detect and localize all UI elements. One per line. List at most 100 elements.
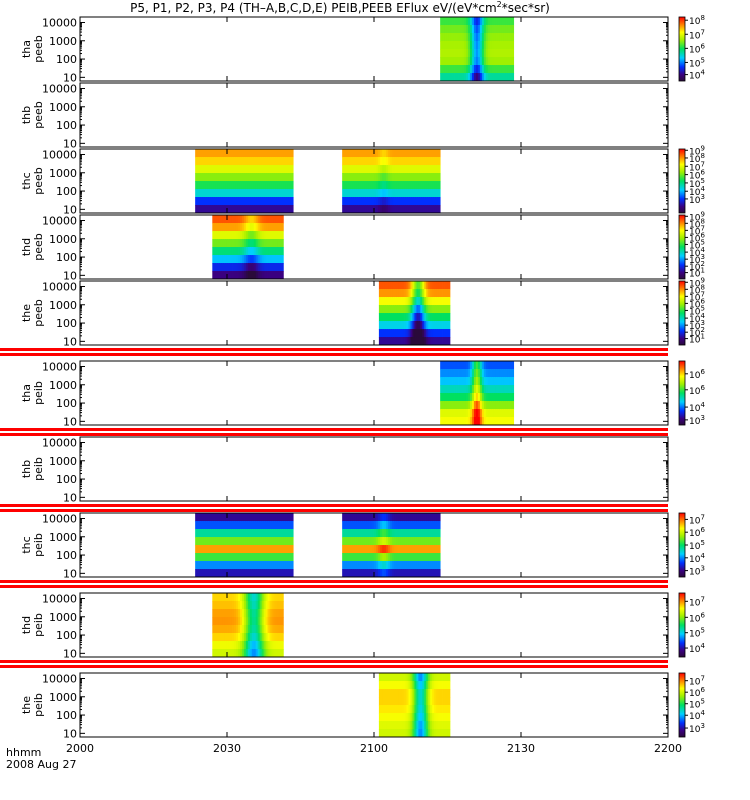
- heatmap-cell: [430, 553, 433, 562]
- heatmap-cell: [426, 337, 429, 346]
- heatmap-cell: [214, 649, 217, 658]
- heatmap-cell: [213, 149, 216, 158]
- heatmap-cell: [232, 271, 235, 280]
- heatmap-cell: [255, 231, 259, 240]
- heatmap-cell: [434, 681, 437, 690]
- heatmap-cell: [386, 553, 389, 562]
- heatmap-cell: [410, 149, 413, 158]
- heatmap-cell: [275, 521, 278, 530]
- separator-bar: [0, 428, 668, 431]
- heatmap-cell: [412, 305, 415, 314]
- heatmap-cell: [430, 561, 433, 570]
- heatmap-cell: [444, 385, 447, 394]
- colorbar-exponent: 3: [700, 722, 704, 730]
- heatmap-cell: [432, 337, 435, 346]
- heatmap-cell: [243, 173, 246, 182]
- heatmap-cell: [245, 165, 248, 174]
- heatmap-cell: [378, 713, 382, 722]
- heatmap-cell: [400, 513, 403, 522]
- heatmap-cell: [348, 165, 351, 174]
- heatmap-cell: [232, 601, 235, 610]
- heatmap-cell: [501, 401, 505, 410]
- heatmap-cell: [291, 521, 294, 530]
- heatmap-cell: [388, 289, 392, 298]
- heatmap-cell: [372, 561, 375, 570]
- heatmap-cell: [226, 641, 229, 650]
- heatmap-cell: [372, 149, 375, 158]
- heatmap-cell: [398, 305, 402, 314]
- heatmap-cell: [217, 197, 220, 206]
- colorbar-scale: [678, 592, 686, 658]
- heatmap-cell: [362, 553, 365, 562]
- heatmap-cell: [255, 157, 258, 166]
- heatmap-cell: [456, 361, 459, 370]
- y-label-quantity: peib: [32, 457, 45, 481]
- heatmap-cell: [495, 25, 499, 34]
- colorbar-base: 10: [689, 417, 701, 427]
- heatmap-cell: [207, 181, 210, 190]
- heatmap-cell: [430, 545, 433, 554]
- heatmap-cell: [374, 157, 377, 166]
- heatmap-cell: [247, 173, 250, 182]
- heatmap-cell: [245, 255, 249, 264]
- heatmap-cell: [380, 337, 384, 346]
- heatmap-cell: [249, 247, 253, 256]
- heatmap-cell: [418, 705, 421, 714]
- heatmap-cell: [265, 617, 268, 626]
- colorbar-base: 10: [689, 678, 701, 688]
- heatmap-cell: [450, 361, 453, 370]
- heatmap-cell: [201, 561, 204, 570]
- heatmap-cell: [212, 239, 215, 248]
- colorbar-base: 10: [689, 155, 701, 165]
- heatmap-cell: [277, 553, 280, 562]
- heatmap-cell: [394, 521, 397, 530]
- heatmap-cell: [438, 545, 441, 554]
- heatmap-cell: [269, 263, 272, 272]
- heatmap-cell: [348, 149, 351, 158]
- heatmap-cell: [436, 721, 439, 730]
- heatmap-cell: [217, 529, 220, 538]
- heatmap-cell: [418, 165, 421, 174]
- heatmap-cell: [218, 625, 221, 634]
- heatmap-cell: [424, 329, 427, 338]
- heatmap-cell: [418, 197, 421, 206]
- heatmap-cell: [491, 401, 495, 410]
- y-label-quantity: peeb: [32, 35, 45, 63]
- heatmap-cell: [241, 513, 244, 522]
- heatmap-cell: [289, 189, 292, 198]
- heatmap-cell: [243, 545, 246, 554]
- heatmap-cell: [209, 537, 212, 546]
- heatmap-cell: [271, 521, 274, 530]
- heatmap-cell: [446, 49, 449, 58]
- heatmap-cell: [195, 181, 198, 190]
- heatmap-cell: [491, 57, 495, 66]
- heatmap-cell: [424, 545, 427, 554]
- colorbar-tick-label: 107: [689, 224, 705, 237]
- heatmap-cell: [408, 681, 411, 690]
- heatmap-cell: [412, 181, 415, 190]
- heatmap-cell: [412, 313, 415, 322]
- heatmap-cell: [481, 393, 485, 402]
- heatmap-cell: [410, 529, 413, 538]
- heatmap-cell: [255, 537, 258, 546]
- heatmap-cell: [396, 521, 399, 530]
- heatmap-cell: [436, 181, 439, 190]
- heatmap-cell: [499, 385, 503, 394]
- heatmap-cell: [255, 545, 258, 554]
- heatmap-cell: [352, 561, 355, 570]
- heatmap-cell: [481, 65, 485, 74]
- heatmap-cell: [396, 329, 400, 338]
- heatmap-cell: [217, 569, 220, 578]
- heatmap-cell: [239, 239, 243, 248]
- heatmap-cell: [228, 231, 231, 240]
- panel-frame: [79, 82, 669, 148]
- heatmap-cell: [275, 545, 278, 554]
- heatmap-cell: [414, 689, 417, 698]
- heatmap-cell: [269, 553, 272, 562]
- y-tick-label: 100: [56, 549, 77, 562]
- heatmap-cell: [243, 263, 247, 272]
- heatmap-cell: [440, 689, 443, 698]
- heatmap-cell: [467, 17, 471, 26]
- heatmap-cell: [426, 673, 429, 682]
- heatmap-cell: [263, 521, 266, 530]
